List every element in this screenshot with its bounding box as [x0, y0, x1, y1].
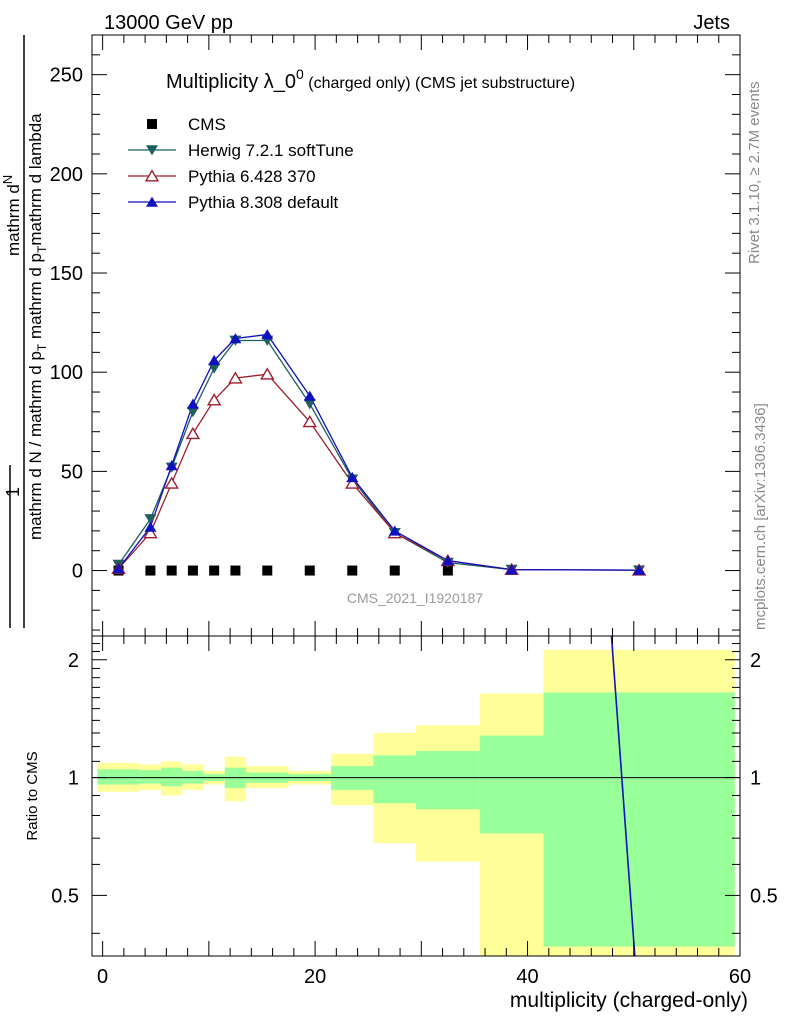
data-point-herwig: [146, 145, 158, 156]
data-point-pythia8: [261, 329, 274, 340]
data-point-pythia8: [229, 333, 242, 344]
data-point-pythia8: [441, 555, 454, 566]
y-label-one: 1: [3, 487, 23, 497]
y-tick-label: 50: [61, 461, 83, 483]
data-point-herwig: [303, 399, 316, 410]
ratio-band-green: [479, 735, 544, 834]
data-point-pythia8: [144, 521, 157, 532]
data-point-pythia6: [143, 526, 158, 539]
ratio-band-green: [373, 755, 416, 804]
legend-label: CMS: [188, 115, 226, 134]
main-y-label: 1 mathrm d N / mathrm d pT mathrm d pTma…: [0, 35, 49, 628]
y-tick-label: 250: [50, 65, 83, 87]
plot-title: Multiplicity λ_00 (charged only) (CMS je…: [166, 66, 575, 93]
ratio-band-green: [543, 692, 735, 947]
ratio-y-tick-label-right: 2: [750, 650, 761, 672]
plot-title-sub: (charged only) (CMS jet substructure): [304, 75, 575, 92]
data-point-cms: [262, 565, 273, 576]
legend: CMS Herwig 7.2.1 softTune Pythia 6.428 370…: [128, 115, 354, 212]
data-point-cms: [230, 565, 241, 576]
data-point-pythia6: [345, 476, 360, 489]
data-point-pythia8: [146, 196, 158, 207]
data-point-cms: [389, 565, 400, 576]
mcplots-label: mcplots.cern.ch [arXiv:1306.3436]: [752, 403, 769, 630]
ratio-y-tick-label: 1: [68, 768, 79, 790]
data-point-herwig: [186, 407, 199, 418]
ratio-plot: 0.5 0.51 12 20 20 40 60 Ratio to CMS multiplic…: [24, 635, 778, 1012]
y-tick-label: 150: [50, 263, 83, 285]
data-point-cms: [187, 565, 198, 576]
x-axis-label: multiplicity (charged-only): [510, 989, 748, 1012]
x-tick-label: 0: [97, 966, 108, 988]
data-point-pythia8: [112, 563, 125, 574]
data-point-cms: [347, 565, 358, 576]
ratio-band-green: [161, 767, 183, 787]
data-point-pythia8: [165, 460, 178, 471]
data-point-cms: [442, 565, 453, 576]
data-point-cms: [147, 119, 157, 129]
series-line: [118, 339, 640, 571]
y-tick-label: 100: [50, 362, 83, 384]
main-axes: 0 50 100 150 200 250: [50, 34, 741, 636]
data-point-herwig: [144, 514, 157, 525]
ratio-band-green: [97, 769, 140, 785]
legend-label: Pythia 6.428 370: [188, 167, 316, 186]
process-label: Jets: [693, 12, 730, 34]
rivet-label: Rivet 3.1.10, ≥ 2.7M events: [746, 82, 763, 265]
collision-label: 13000 GeV pp: [104, 12, 233, 34]
data-point-pythia8: [633, 564, 646, 575]
data-point-pythia6: [164, 476, 179, 489]
data-point-pythia8: [303, 390, 316, 401]
ratio-band-green: [416, 750, 480, 810]
data-point-herwig: [208, 363, 221, 374]
data-point-cms: [145, 565, 156, 576]
ratio-bands: [92, 635, 740, 957]
ratio-axes: 0.5 0.51 12 20 20 40 60: [51, 636, 778, 988]
ratio-y-tick-label: 2: [68, 650, 79, 672]
data-point-cms: [166, 565, 177, 576]
ratio-y-tick-label-right: 1: [750, 768, 761, 790]
plot-title-main: Multiplicity λ_0: [166, 71, 296, 93]
main-series-group: [111, 329, 647, 576]
legend-label: Pythia 8.308 default: [188, 193, 339, 212]
analysis-watermark: CMS_2021_I1920187: [347, 590, 483, 606]
y-tick-label: 200: [50, 164, 83, 186]
ratio-plot-frame: [91, 635, 741, 957]
ratio-y-label: Ratio to CMS: [24, 751, 41, 840]
ratio-y-tick-label: 0.5: [51, 885, 79, 907]
data-point-cms: [209, 565, 220, 576]
y-tick-label: 0: [72, 561, 83, 583]
data-point-pythia6: [144, 169, 160, 182]
ratio-y-tick-label-right: 0.5: [750, 885, 778, 907]
ratio-band-green: [139, 770, 162, 784]
data-point-pythia8: [388, 525, 401, 536]
ratio-series-line: [610, 635, 636, 957]
data-point-pythia8: [186, 398, 199, 409]
data-point-pythia8: [505, 564, 518, 575]
data-point-pythia8: [346, 471, 359, 483]
x-tick-label: 40: [516, 966, 538, 988]
data-point-pythia6: [302, 415, 317, 428]
y-label-num: mathrm dN: [0, 175, 23, 256]
x-tick-label: 20: [304, 966, 326, 988]
y-label-den: mathrm d N / mathrm d pT mathrm d pTmath…: [26, 113, 49, 540]
data-point-pythia6: [185, 426, 201, 440]
plot-title-sup: 0: [296, 66, 304, 82]
data-point-pythia8: [208, 354, 221, 366]
legend-label: Herwig 7.2.1 softTune: [188, 141, 354, 160]
data-point-pythia6: [260, 367, 275, 380]
x-tick-label: 60: [729, 966, 751, 988]
data-point-pythia6: [228, 371, 243, 384]
series-line: [118, 333, 640, 571]
data-point-cms: [304, 565, 315, 576]
data-point-pythia6: [206, 393, 222, 406]
